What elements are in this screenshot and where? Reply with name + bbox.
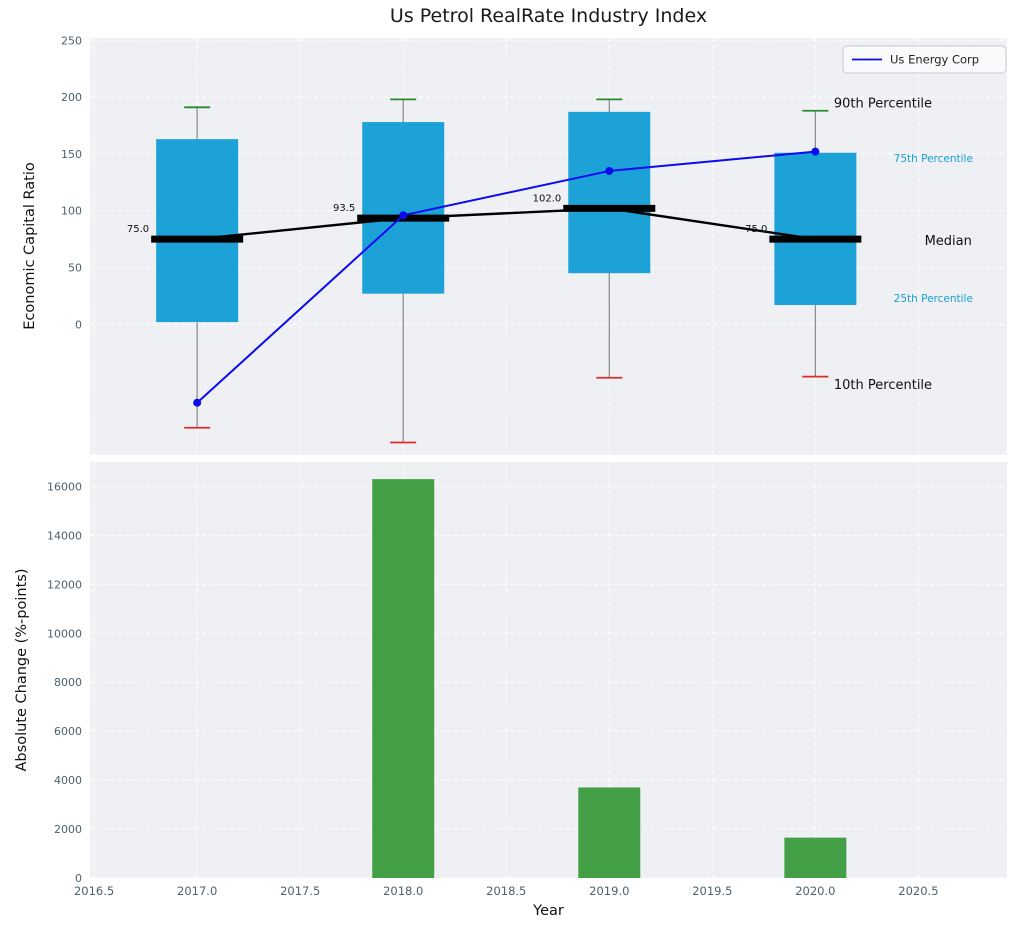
median-value-label: 75.0 <box>127 224 149 235</box>
percentile-annotation: 90th Percentile <box>834 96 932 111</box>
median-value-label: 75.0 <box>745 224 767 235</box>
y-tick-label: 150 <box>61 148 82 161</box>
percentile-annotation: 75th Percentile <box>894 153 973 165</box>
x-tick-label: 2018.5 <box>486 884 526 898</box>
y-tick-label: 250 <box>61 34 82 47</box>
company-point <box>605 166 614 175</box>
y-tick-label: 10000 <box>47 627 82 640</box>
y-tick-label: 2000 <box>54 823 82 836</box>
x-tick-label: 2020.0 <box>795 884 835 898</box>
y-tick-label: 50 <box>68 262 82 275</box>
legend: Us Energy Corp <box>842 45 1007 74</box>
x-tick-label: 2017.5 <box>280 884 320 898</box>
bar <box>784 837 847 878</box>
company-point <box>811 147 820 156</box>
y-tick-label: 0 <box>75 318 82 331</box>
chart-title: Us Petrol RealRate Industry Index <box>389 5 708 27</box>
median-value-label: 93.5 <box>333 203 355 214</box>
box-percentile-chart: 0 50 100 150 200 250 75.0 93.5 102.0 75.0 90th Per… <box>61 34 1007 455</box>
y-tick-label: 16000 <box>47 480 82 493</box>
x-tick-label: 2017.0 <box>177 884 217 898</box>
plot-background <box>90 462 1007 878</box>
y-tick-label: 6000 <box>54 725 82 738</box>
legend-box <box>842 45 1007 74</box>
company-point <box>399 211 408 220</box>
iqr-box <box>774 152 857 306</box>
x-tick-label: 2016.5 <box>74 884 114 898</box>
y-tick-label: 14000 <box>47 529 82 542</box>
x-tick-label: 2019.5 <box>692 884 732 898</box>
iqr-box <box>362 122 445 294</box>
y-tick-label: 12000 <box>47 578 82 591</box>
median-connector-line <box>197 207 816 241</box>
percentile-annotation: 25th Percentile <box>894 293 973 305</box>
y-tick-label: 0 <box>75 872 82 885</box>
iqr-box <box>156 139 239 323</box>
y-tick-label: 100 <box>61 205 82 218</box>
percentile-annotation: 10th Percentile <box>834 378 932 393</box>
y-tick-label: 200 <box>61 91 82 104</box>
x-tick-label: 2020.5 <box>898 884 938 898</box>
bar <box>578 787 641 878</box>
legend-label: Us Energy Corp <box>890 53 979 67</box>
median-value-label: 102.0 <box>533 193 562 204</box>
bar-chart: 2016.5 2017.0 2017.5 2018.0 2018.5 2019.0 2019… <box>47 462 1007 898</box>
y-tick-label: 8000 <box>54 676 82 689</box>
percentile-annotation: Median <box>925 234 972 249</box>
company-line <box>196 150 816 404</box>
y-tick-label: 4000 <box>54 774 82 787</box>
company-point <box>193 398 202 407</box>
x-axis-label: Year <box>533 903 564 919</box>
iqr-box <box>568 111 651 274</box>
x-tick-label: 2019.0 <box>589 884 629 898</box>
x-tick-label: 2018.0 <box>383 884 423 898</box>
bar <box>372 479 435 878</box>
